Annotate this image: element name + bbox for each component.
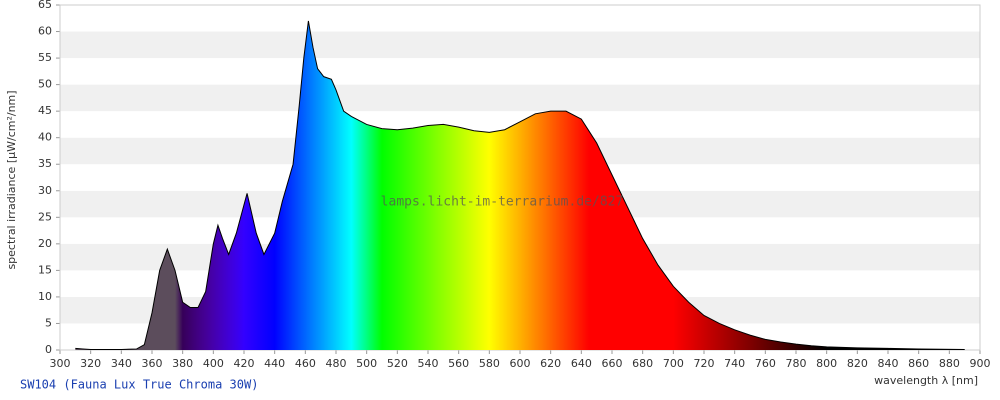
x-axis-label: wavelength λ [nm] (874, 374, 978, 387)
x-tick-label: 520 (387, 357, 408, 370)
x-tick-label: 760 (755, 357, 776, 370)
y-tick-label: 20 (38, 237, 52, 250)
x-tick-label: 860 (908, 357, 929, 370)
x-tick-label: 840 (878, 357, 899, 370)
y-tick-label: 55 (38, 51, 52, 64)
x-tick-label: 540 (418, 357, 439, 370)
y-tick-label: 0 (45, 343, 52, 356)
x-tick-label: 560 (448, 357, 469, 370)
x-tick-label: 500 (356, 357, 377, 370)
y-tick-label: 40 (38, 131, 52, 144)
y-tick-label: 45 (38, 104, 52, 117)
x-tick-label: 460 (295, 357, 316, 370)
y-tick-label: 60 (38, 25, 52, 38)
x-tick-label: 380 (172, 357, 193, 370)
x-tick-label: 700 (663, 357, 684, 370)
x-tick-label: 620 (540, 357, 561, 370)
watermark: lamps.licht-im-terrarium.de/827 (381, 195, 624, 210)
x-tick-label: 820 (847, 357, 868, 370)
y-tick-label: 25 (38, 210, 52, 223)
x-tick-label: 720 (694, 357, 715, 370)
x-tick-label: 640 (571, 357, 592, 370)
x-tick-label: 400 (203, 357, 224, 370)
y-axis-label: spectral irradiance [µW/cm²/nm] (5, 90, 18, 269)
y-tick-label: 5 (45, 316, 52, 329)
x-tick-label: 480 (326, 357, 347, 370)
x-tick-label: 800 (816, 357, 837, 370)
x-tick-label: 660 (602, 357, 623, 370)
x-tick-label: 680 (632, 357, 653, 370)
x-tick-label: 740 (724, 357, 745, 370)
x-tick-label: 320 (80, 357, 101, 370)
y-tick-label: 15 (38, 263, 52, 276)
x-tick-label: 600 (510, 357, 531, 370)
y-tick-label: 30 (38, 184, 52, 197)
x-tick-label: 900 (970, 357, 991, 370)
x-tick-label: 300 (50, 357, 71, 370)
y-tick-label: 10 (38, 290, 52, 303)
spectrum-area (75, 20, 965, 351)
x-tick-label: 880 (939, 357, 960, 370)
x-tick-label: 420 (234, 357, 255, 370)
grid-band (60, 5, 980, 32)
chart-title: SW104 (Fauna Lux True Chroma 30W) (20, 378, 258, 392)
y-tick-label: 65 (38, 0, 52, 11)
grid-band (60, 58, 980, 85)
y-tick-label: 35 (38, 157, 52, 170)
x-tick-label: 780 (786, 357, 807, 370)
y-tick-label: 50 (38, 78, 52, 91)
spectrum-line (75, 20, 965, 350)
x-tick-label: 340 (111, 357, 132, 370)
x-tick-label: 440 (264, 357, 285, 370)
grid-band (60, 84, 980, 112)
x-tick-label: 360 (142, 357, 163, 370)
grid-band (60, 31, 980, 59)
x-tick-label: 580 (479, 357, 500, 370)
